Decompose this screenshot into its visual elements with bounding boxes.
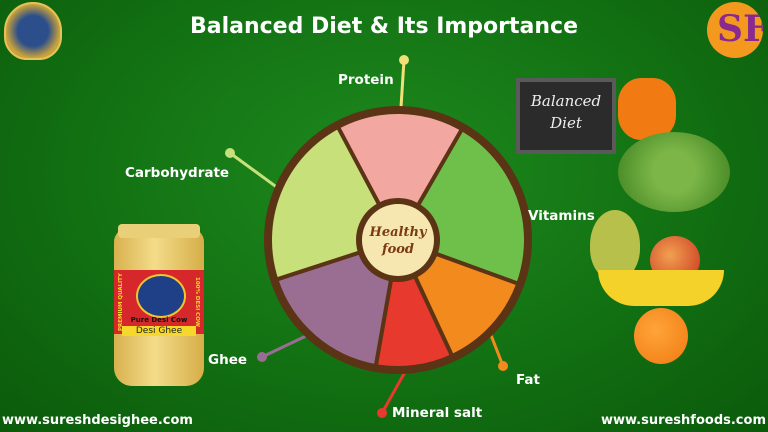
pin-dot-carbohydrate	[225, 148, 235, 158]
label-mineral-salt: Mineral salt	[392, 405, 483, 421]
chalkboard: Balanced Diet	[516, 78, 616, 154]
pin-dot-mineral-salt	[377, 408, 387, 418]
segment-protein	[335, 110, 465, 245]
banana-image	[598, 270, 724, 306]
orange-image	[634, 308, 688, 364]
sf-logo-text: SF	[717, 8, 763, 50]
ghee-jar-image: PREMIUM QUALITY 100% DESI COW Pure Desi …	[114, 224, 204, 386]
pear-image	[590, 210, 640, 280]
pin-dot-protein	[399, 55, 409, 65]
footer-url-right[interactable]: www.sureshfoods.com	[600, 413, 766, 428]
label-fat: Fat	[516, 372, 540, 388]
jar-label-1: Pure Desi Cow	[130, 316, 188, 324]
label-ghee: Ghee	[208, 352, 248, 368]
suresh-ghee-logo	[4, 2, 62, 60]
pin-dot-ghee	[257, 352, 267, 362]
bell-pepper-image	[618, 78, 676, 140]
label-protein: Protein	[338, 72, 394, 88]
page-title: Balanced Diet & Its Importance	[189, 14, 579, 39]
jar-side-label-2: 100% DESI COW	[194, 277, 200, 327]
label-vitamins: Vitamins	[528, 208, 595, 224]
wheel-center: Healthy food	[356, 210, 440, 292]
pin-dot-fat	[498, 361, 508, 371]
label-carbohydrate: Carbohydrate	[125, 165, 230, 181]
jar-label-2: Desi Ghee	[122, 326, 196, 336]
center-text-2: food	[381, 242, 415, 257]
sf-logo: SF	[707, 2, 763, 58]
footer-url-left[interactable]: www.sureshdesighee.com	[2, 413, 193, 428]
center-text-1: Healthy	[369, 225, 427, 240]
center-disc	[362, 204, 434, 276]
chalkboard-line1: Balanced	[530, 92, 602, 110]
chalkboard-line2: Diet	[550, 114, 582, 132]
broccoli-image	[618, 132, 730, 212]
